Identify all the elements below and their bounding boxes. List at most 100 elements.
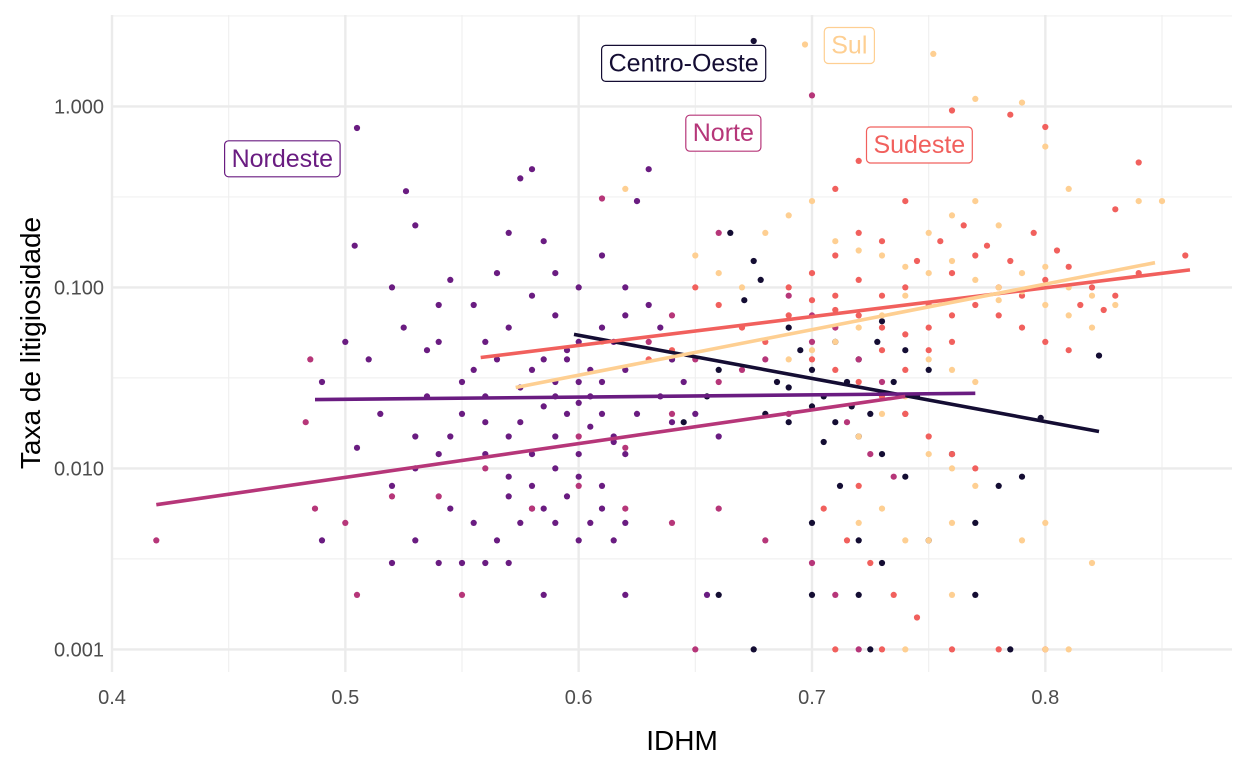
data-point-sul bbox=[855, 247, 862, 254]
data-point-nordeste bbox=[622, 591, 629, 599]
data-point-norte bbox=[302, 419, 309, 426]
data-point-nordeste bbox=[552, 433, 559, 440]
data-point-sudeste bbox=[785, 284, 792, 291]
data-point-norte bbox=[808, 92, 816, 99]
data-point-nordeste bbox=[482, 419, 489, 426]
data-point-sul bbox=[948, 257, 956, 265]
data-point-sudeste bbox=[878, 292, 886, 299]
data-point-centro-oeste bbox=[878, 559, 886, 567]
data-point-norte bbox=[785, 292, 792, 299]
data-point-sudeste bbox=[832, 292, 839, 299]
region-label-text: Centro-Oeste bbox=[609, 49, 759, 77]
points-layer bbox=[153, 37, 1189, 653]
y-tick-label: 1.000 bbox=[54, 96, 104, 118]
data-point-sudeste bbox=[878, 238, 886, 245]
data-point-nordeste bbox=[552, 312, 559, 319]
data-point-nordeste bbox=[351, 242, 358, 249]
data-point-nordeste bbox=[493, 537, 501, 544]
data-point-nordeste bbox=[692, 410, 699, 417]
data-point-sudeste bbox=[913, 257, 921, 265]
data-point-nordeste bbox=[423, 347, 431, 354]
data-point-nordeste bbox=[505, 473, 512, 480]
region-label-text: Sudeste bbox=[873, 131, 965, 159]
data-point-centro-oeste bbox=[750, 37, 757, 45]
data-point-sul bbox=[902, 646, 909, 653]
data-point-norte bbox=[843, 419, 851, 426]
data-point-sul bbox=[855, 324, 862, 331]
region-label-nordeste: Nordeste bbox=[224, 140, 341, 178]
data-point-norte bbox=[832, 591, 839, 599]
data-point-sul bbox=[855, 519, 862, 527]
data-point-sudeste bbox=[1018, 292, 1026, 299]
data-point-sul bbox=[972, 198, 979, 205]
data-point-nordeste bbox=[388, 482, 396, 489]
data-point-sul bbox=[902, 537, 909, 544]
data-point-sul bbox=[995, 297, 1002, 304]
data-point-norte bbox=[388, 493, 396, 500]
data-point-sudeste bbox=[1077, 301, 1084, 309]
data-point-nordeste bbox=[412, 433, 419, 440]
data-point-norte bbox=[342, 519, 349, 527]
data-point-centro-oeste bbox=[836, 482, 844, 489]
data-point-centro-oeste bbox=[797, 347, 804, 354]
region-labels: Centro-Oeste Nordeste Norte Sudeste Sul bbox=[224, 26, 973, 178]
data-point-norte bbox=[867, 451, 874, 458]
x-tick-label: 0.5 bbox=[331, 687, 359, 709]
data-point-sudeste bbox=[1088, 284, 1096, 291]
x-tick-label: 0.8 bbox=[1031, 687, 1059, 709]
region-label-sudeste: Sudeste bbox=[865, 126, 973, 164]
data-point-norte bbox=[855, 356, 862, 363]
data-point-sul bbox=[832, 338, 839, 345]
data-point-norte bbox=[645, 338, 652, 345]
data-point-nordeste bbox=[402, 188, 410, 195]
data-point-nordeste bbox=[505, 493, 512, 500]
data-point-sudeste bbox=[832, 252, 839, 259]
data-point-sul bbox=[1018, 270, 1026, 277]
data-point-centro-oeste bbox=[1007, 646, 1014, 653]
data-point-nordeste bbox=[575, 378, 582, 386]
data-point-sul bbox=[1135, 198, 1142, 205]
data-point-sul bbox=[995, 222, 1002, 229]
data-point-norte bbox=[668, 410, 676, 417]
data-point-sul bbox=[1042, 143, 1049, 150]
data-point-norte bbox=[890, 473, 897, 480]
region-label-text: Nordeste bbox=[232, 145, 333, 173]
data-point-norte bbox=[435, 493, 442, 500]
data-point-sudeste bbox=[1042, 338, 1049, 345]
data-point-sul bbox=[808, 198, 816, 205]
data-point-sudeste bbox=[1042, 276, 1049, 283]
data-point-sudeste bbox=[960, 222, 967, 229]
data-point-sudeste bbox=[902, 198, 909, 205]
data-point-sudeste bbox=[1112, 292, 1119, 299]
data-point-sul bbox=[972, 95, 979, 102]
data-point-centro-oeste bbox=[715, 366, 722, 373]
data-point-sudeste bbox=[878, 347, 886, 354]
data-point-centro-oeste bbox=[680, 419, 687, 426]
data-point-nordeste bbox=[528, 166, 536, 173]
data-point-sudeste bbox=[1182, 252, 1189, 259]
data-point-sudeste bbox=[808, 356, 816, 363]
data-point-sudeste bbox=[983, 242, 991, 249]
data-point-centro-oeste bbox=[878, 451, 886, 458]
data-point-nordeste bbox=[540, 356, 547, 363]
region-label-sul: Sul bbox=[823, 26, 875, 65]
data-point-centro-oeste bbox=[855, 537, 862, 544]
data-point-nordeste bbox=[622, 451, 629, 458]
data-point-nordeste bbox=[657, 324, 664, 331]
data-point-nordeste bbox=[610, 537, 617, 544]
data-point-nordeste bbox=[528, 366, 536, 373]
data-point-nordeste bbox=[715, 433, 722, 440]
data-point-norte bbox=[311, 505, 319, 512]
data-point-sul bbox=[948, 591, 956, 599]
data-point-nordeste bbox=[598, 378, 606, 386]
data-point-centro-oeste bbox=[773, 378, 781, 386]
data-point-nordeste bbox=[470, 301, 477, 309]
data-point-sul bbox=[1065, 185, 1072, 192]
data-point-nordeste bbox=[563, 493, 571, 500]
data-point-sudeste bbox=[808, 297, 816, 304]
data-point-sul bbox=[1158, 198, 1166, 205]
data-point-sudeste bbox=[1042, 123, 1049, 131]
data-point-norte bbox=[528, 505, 536, 512]
data-point-sul bbox=[1042, 519, 1049, 527]
